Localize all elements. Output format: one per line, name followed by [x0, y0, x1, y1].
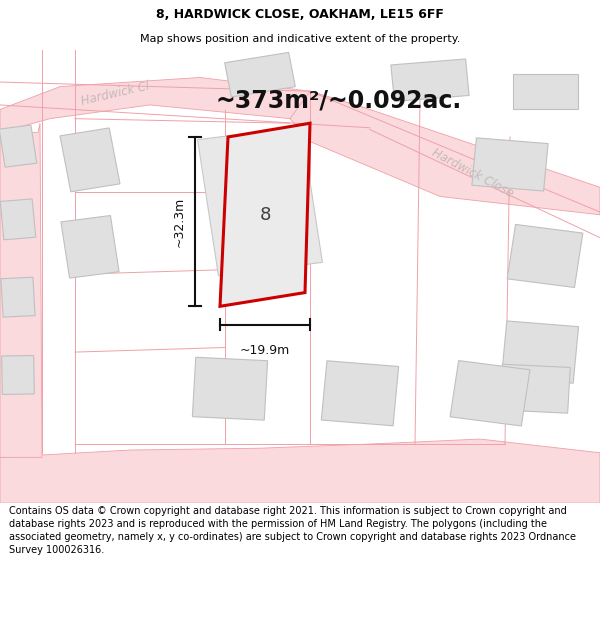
Polygon shape	[0, 125, 37, 168]
Text: Contains OS data © Crown copyright and database right 2021. This information is : Contains OS data © Crown copyright and d…	[9, 506, 576, 555]
Polygon shape	[507, 224, 583, 288]
Text: 8: 8	[260, 206, 271, 224]
Polygon shape	[61, 216, 119, 278]
Text: ~32.3m: ~32.3m	[173, 196, 185, 247]
Polygon shape	[391, 59, 469, 101]
Polygon shape	[0, 78, 370, 132]
Polygon shape	[0, 439, 600, 503]
Text: ~19.9m: ~19.9m	[240, 344, 290, 357]
Text: 8, HARDWICK CLOSE, OAKHAM, LE15 6FF: 8, HARDWICK CLOSE, OAKHAM, LE15 6FF	[156, 8, 444, 21]
Polygon shape	[220, 123, 310, 306]
Polygon shape	[1, 278, 35, 317]
Polygon shape	[2, 356, 34, 394]
Polygon shape	[193, 357, 268, 420]
Text: Hardwick Cl: Hardwick Cl	[80, 80, 151, 108]
Polygon shape	[502, 321, 578, 383]
Polygon shape	[0, 123, 42, 457]
Polygon shape	[0, 199, 36, 240]
Polygon shape	[500, 364, 570, 413]
Polygon shape	[322, 361, 398, 426]
Polygon shape	[224, 52, 295, 97]
Text: ~373m²/~0.092ac.: ~373m²/~0.092ac.	[215, 88, 461, 112]
Text: Map shows position and indicative extent of the property.: Map shows position and indicative extent…	[140, 34, 460, 44]
Polygon shape	[512, 74, 577, 109]
Polygon shape	[472, 138, 548, 191]
Polygon shape	[290, 91, 600, 215]
Polygon shape	[450, 361, 530, 426]
Text: Hardwick Close: Hardwick Close	[430, 147, 516, 201]
Polygon shape	[60, 128, 120, 192]
Polygon shape	[197, 126, 322, 276]
